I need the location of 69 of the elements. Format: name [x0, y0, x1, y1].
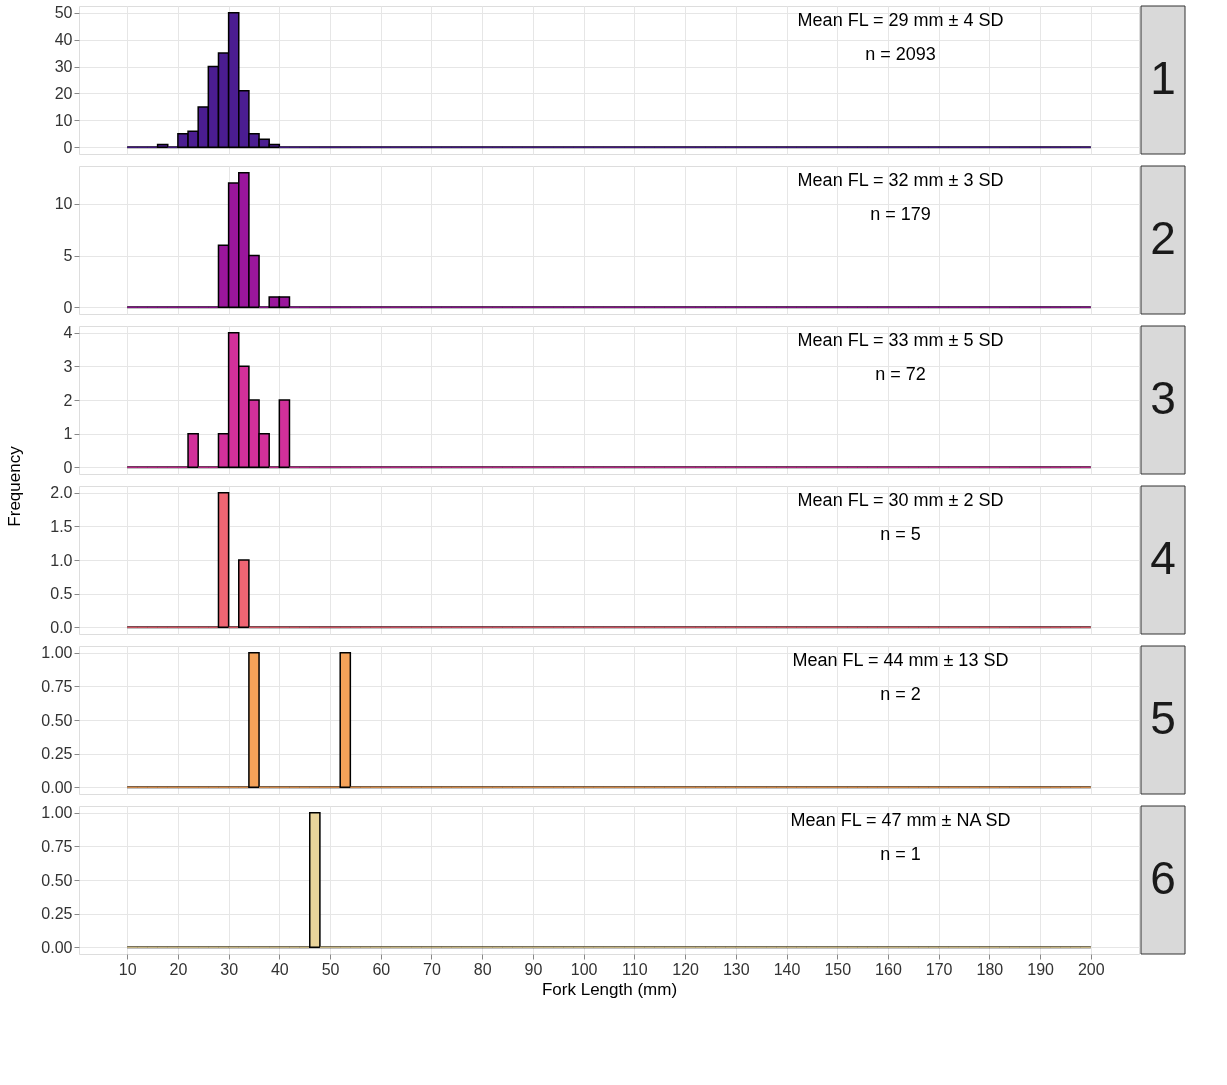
text: 2: [1150, 212, 1176, 264]
annotation: Mean FL = 44 mm ± 13 SD: [792, 650, 1009, 670]
text: 6: [1150, 852, 1176, 904]
y-tick-label: 2.0: [50, 484, 73, 502]
y-tick-label: 0.00: [41, 938, 73, 956]
x-tick-label: 30: [220, 960, 239, 978]
y-tick-label: 0.0: [50, 618, 73, 636]
y-tick-label: 10: [54, 195, 73, 213]
x-tick-label: 70: [423, 960, 441, 978]
annotation: Mean FL = 32 mm ± 3 SD: [797, 170, 1004, 190]
y-tick-label: 0.00: [41, 778, 73, 796]
text: 5: [1150, 692, 1176, 744]
x-tick-label: 90: [524, 960, 543, 978]
x-tick-label: 10: [118, 960, 137, 978]
x-tick-label: 60: [372, 960, 391, 978]
x-tick-label: 160: [875, 960, 902, 978]
y-tick-label: 1: [63, 425, 73, 443]
annotation: n = 1: [880, 844, 921, 864]
y-tick-label: 0.50: [41, 711, 73, 729]
x-tick-label: 180: [976, 960, 1004, 978]
y-tick-label: 50: [54, 4, 73, 22]
x-tick-label: 150: [824, 960, 852, 978]
x-tick-label: 110: [622, 960, 648, 978]
y-tick-label: 0.75: [41, 837, 73, 855]
y-tick-label: 10: [54, 111, 73, 129]
y-tick-label: 2: [63, 391, 73, 409]
y-tick-label: 0: [63, 138, 73, 156]
annotation: n = 72: [875, 364, 926, 384]
x-tick-label: 80: [473, 960, 492, 978]
y-tick-label: 1.0: [50, 551, 73, 569]
y-tick-label: 0.5: [50, 585, 73, 603]
x-tick-label: 50: [321, 960, 340, 978]
y-tick-label: 30: [54, 58, 73, 76]
y-axis-title: Frequency: [4, 445, 24, 527]
y-tick-label: 40: [54, 31, 73, 49]
text: 1: [1150, 52, 1176, 104]
x-tick-label: 170: [925, 960, 953, 978]
annotation: n = 179: [870, 204, 931, 224]
y-tick-label: 0.25: [41, 745, 73, 763]
annotation: Mean FL = 47 mm ± NA SD: [790, 810, 1011, 830]
x-tick-label: 140: [773, 960, 801, 978]
x-tick-label: 130: [722, 960, 750, 978]
x-tick-label: 20: [169, 960, 188, 978]
y-tick-label: 0.75: [41, 677, 73, 695]
y-tick-label: 0.25: [41, 905, 73, 923]
y-tick-label: 1.5: [50, 517, 73, 535]
x-tick-label: 200: [1077, 960, 1105, 978]
y-tick-label: 4: [63, 324, 73, 342]
x-tick-label: 100: [570, 960, 598, 978]
y-tick-label: 0: [63, 458, 73, 476]
x-tick-label: 120: [672, 960, 700, 978]
x-axis-title: Fork Length (mm): [541, 979, 678, 999]
annotation: Mean FL = 33 mm ± 5 SD: [797, 330, 1004, 350]
y-tick-label: 3: [63, 357, 73, 375]
y-tick-label: 0.50: [41, 871, 73, 889]
annotation: Mean FL = 29 mm ± 4 SD: [797, 10, 1004, 30]
y-tick-label: 1.00: [41, 804, 73, 822]
y-tick-label: 5: [63, 247, 73, 265]
x-tick-label: 190: [1027, 960, 1055, 978]
annotation: n = 5: [880, 524, 921, 544]
x-tick-label: 40: [270, 960, 289, 978]
y-tick-label: 1.00: [41, 644, 73, 662]
y-tick-label: 0: [63, 298, 73, 316]
y-tick-label: 20: [54, 84, 73, 102]
text: 4: [1150, 532, 1176, 584]
annotation: n = 2093: [865, 44, 936, 64]
annotation: n = 2: [880, 684, 921, 704]
text: 3: [1150, 372, 1176, 424]
annotation: Mean FL = 30 mm ± 2 SD: [797, 490, 1004, 510]
